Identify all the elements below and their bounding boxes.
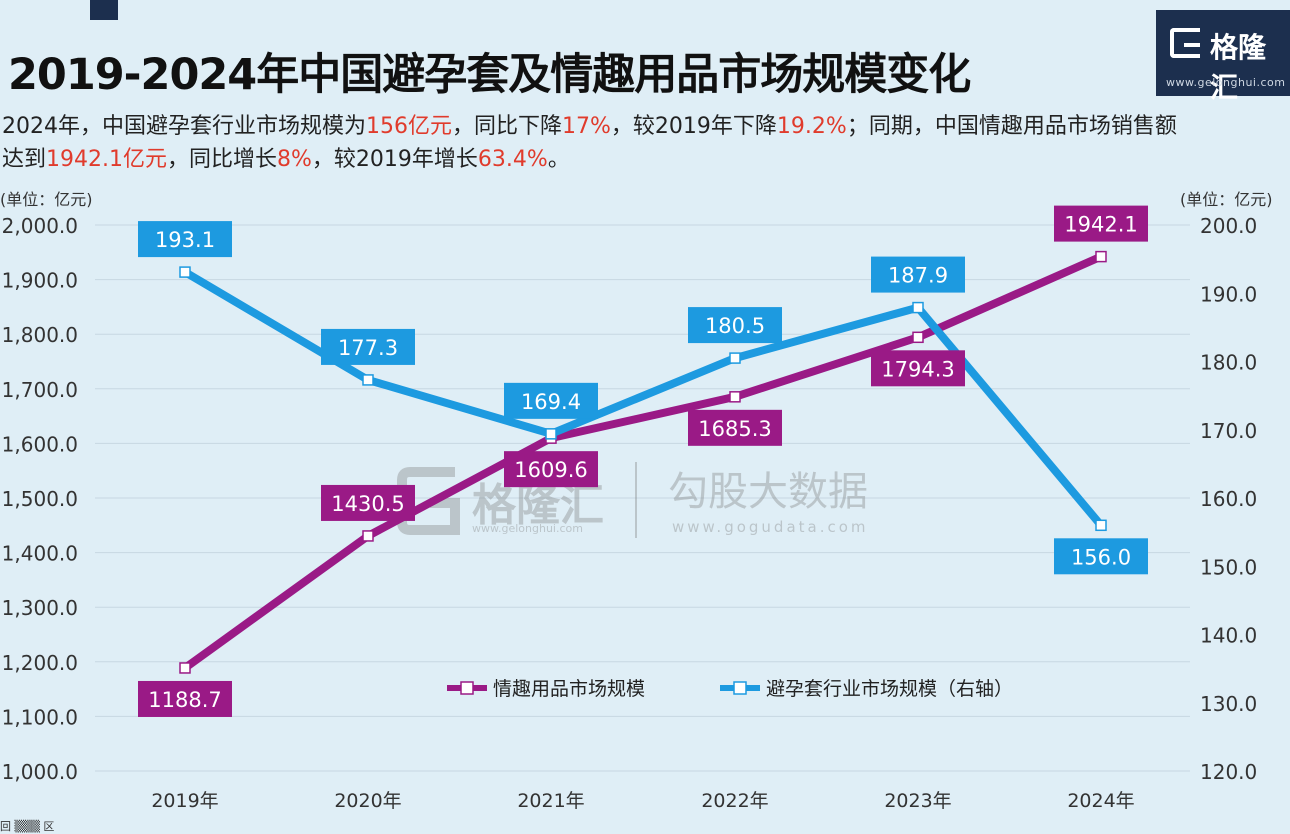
data-point-marker <box>729 352 741 364</box>
left-tick-label: 1,800.0 <box>2 323 78 347</box>
data-label-box <box>138 221 232 258</box>
data-point-marker <box>179 266 191 278</box>
data-label: 1188.7 <box>148 688 221 712</box>
x-tick-label: 2024年 <box>1067 790 1134 812</box>
series-line-1 <box>182 252 1103 672</box>
data-point-marker <box>1095 519 1107 532</box>
left-tick-label: 1,900.0 <box>2 269 78 293</box>
right-axis-unit: (单位：亿元) <box>1180 190 1273 209</box>
left-axis-unit: (单位：亿元) <box>0 190 93 209</box>
left-tick-label: 1,300.0 <box>2 596 78 620</box>
subtitle-highlight: 1942.1亿元 <box>46 147 167 172</box>
data-point-marker <box>362 530 374 542</box>
data-point-marker <box>362 374 374 386</box>
subtitle-text: ，同比增长 <box>167 147 278 172</box>
data-label-box <box>504 451 598 488</box>
subtitle-text: ；同期，中国情趣用品市场销售额达到 <box>2 114 1177 172</box>
x-tick-label: 2021年 <box>517 790 584 812</box>
data-label: 1942.1 <box>1064 213 1137 237</box>
data-point-marker <box>729 391 741 403</box>
legend-label: 情趣用品市场规模 <box>493 678 645 700</box>
subtitle-text: 。 <box>547 147 570 172</box>
data-label-box <box>321 484 415 521</box>
left-tick-label: 1,500.0 <box>2 487 78 511</box>
data-point-marker <box>1095 250 1107 263</box>
left-tick-label: 1,100.0 <box>2 705 78 729</box>
data-point-marker <box>179 662 191 674</box>
watermark-left-url: www.gelonghui.com <box>472 522 583 535</box>
data-label-box <box>688 409 782 446</box>
subtitle-highlight: 63.4% <box>477 147 548 172</box>
data-label-box <box>871 350 965 387</box>
left-tick-label: 1,000.0 <box>2 760 78 784</box>
legend-swatch-marker <box>733 681 747 695</box>
data-label: 187.9 <box>888 264 948 288</box>
right-tick-label: 190.0 <box>1200 282 1257 306</box>
watermark-right-name: 勾股大数据 <box>668 469 868 515</box>
logo-name: 格隆汇 <box>1210 31 1267 104</box>
data-label-box <box>504 382 598 419</box>
data-label: 177.3 <box>338 336 398 360</box>
subtitle-highlight: 17% <box>562 114 611 139</box>
right-tick-label: 140.0 <box>1200 624 1257 648</box>
brand-logo: 格隆汇 www.gelonghui.com <box>1156 10 1290 104</box>
legend-label: 避孕套行业市场规模（右轴） <box>766 678 1013 700</box>
subtitle-text: ，较2019年增长 <box>311 147 478 172</box>
left-tick-label: 1,700.0 <box>2 378 78 402</box>
subtitle-highlight: 19.2% <box>776 114 847 139</box>
chart-subtitle: 2024年，中国避孕套行业市场规模为156亿元，同比下降17%，较2019年下降… <box>2 110 1187 176</box>
legend-swatch-marker <box>460 681 474 695</box>
left-tick-label: 1,200.0 <box>2 651 78 675</box>
watermark-left-name: 格隆汇 <box>472 480 604 531</box>
right-tick-label: 180.0 <box>1200 351 1257 375</box>
data-label-box <box>1054 205 1148 242</box>
right-tick-label: 130.0 <box>1200 692 1257 716</box>
corner-block <box>90 0 118 20</box>
data-label: 169.4 <box>521 390 581 414</box>
logo-url: www.gelonghui.com <box>1166 76 1286 89</box>
right-tick-label: 150.0 <box>1200 555 1257 579</box>
x-tick-label: 2019年 <box>151 790 218 812</box>
left-tick-label: 1,400.0 <box>2 542 78 566</box>
data-label: 156.0 <box>1071 545 1131 569</box>
data-label: 1609.6 <box>514 458 587 482</box>
data-point-marker <box>545 428 557 440</box>
data-label: 1685.3 <box>698 417 771 441</box>
x-tick-label: 2020年 <box>334 790 401 812</box>
data-label: 180.5 <box>705 314 765 338</box>
x-tick-label: 2023年 <box>884 790 951 812</box>
logo-icon <box>1170 28 1200 58</box>
data-label: 1430.5 <box>331 492 404 516</box>
data-label-box <box>321 328 415 365</box>
subtitle-highlight: 156亿元 <box>366 114 452 139</box>
right-tick-label: 160.0 <box>1200 487 1257 511</box>
data-label: 193.1 <box>155 228 215 252</box>
data-label-box <box>871 256 965 293</box>
data-point-marker <box>912 301 924 314</box>
data-point-marker <box>912 331 924 344</box>
watermark-right-url: www.gogudata.com <box>672 518 869 536</box>
left-tick-label: 2,000.0 <box>2 214 78 238</box>
right-tick-label: 200.0 <box>1200 214 1257 238</box>
data-label: 1794.3 <box>881 357 954 381</box>
left-tick-label: 1,600.0 <box>2 432 78 456</box>
data-label-box <box>688 307 782 344</box>
subtitle-highlight: 8% <box>277 147 312 172</box>
right-tick-label: 120.0 <box>1200 760 1257 784</box>
footer-mark: 回 ▒▒▒ 区 <box>0 820 55 833</box>
subtitle-text: 2024年，中国避孕套行业市场规模为 <box>2 114 366 139</box>
right-tick-label: 170.0 <box>1200 419 1257 443</box>
data-label-box <box>138 680 232 717</box>
x-tick-label: 2022年 <box>701 790 768 812</box>
subtitle-text: ，较2019年下降 <box>610 114 777 139</box>
data-label-box <box>1054 538 1148 575</box>
subtitle-text: ，同比下降 <box>452 114 563 139</box>
chart-title: 2019-2024年中国避孕套及情趣用品市场规模变化 <box>8 50 971 100</box>
